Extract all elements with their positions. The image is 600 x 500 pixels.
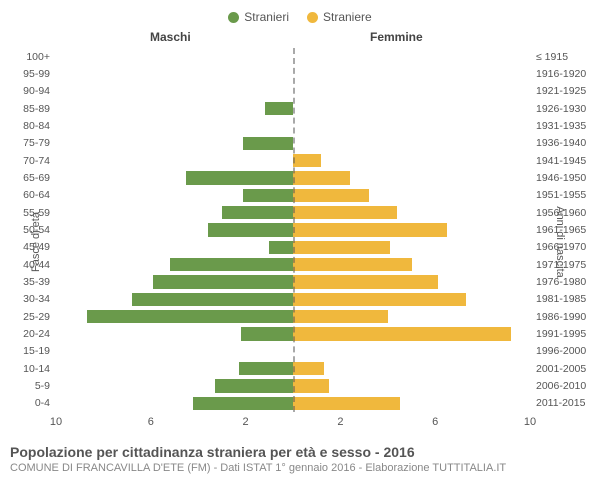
- age-label: 35-39: [0, 276, 56, 288]
- bar-male: [132, 293, 293, 306]
- bar-male: [215, 379, 293, 392]
- bar-male: [186, 171, 293, 184]
- age-label: 40-44: [0, 259, 56, 271]
- age-label: 95-99: [0, 68, 56, 80]
- bar-male: [243, 137, 293, 150]
- bar-female: [293, 171, 350, 184]
- bar-female: [293, 258, 412, 271]
- birth-label: 1951-1955: [530, 189, 600, 201]
- bar-female: [293, 241, 390, 254]
- x-tick: 10: [50, 416, 62, 428]
- age-label: 25-29: [0, 311, 56, 323]
- bar-female: [293, 189, 369, 202]
- age-label: 10-14: [0, 363, 56, 375]
- age-label: 60-64: [0, 189, 56, 201]
- age-label: 100+: [0, 51, 56, 63]
- legend-label-female: Straniere: [323, 10, 372, 24]
- legend: Stranieri Straniere: [0, 10, 600, 24]
- x-tick: 2: [243, 416, 249, 428]
- age-label: 55-59: [0, 207, 56, 219]
- column-headers: Maschi Femmine: [0, 30, 600, 48]
- age-label: 50-54: [0, 224, 56, 236]
- age-label: 20-24: [0, 328, 56, 340]
- age-label: 90-94: [0, 85, 56, 97]
- birth-label: 1986-1990: [530, 311, 600, 323]
- birth-label: 1996-2000: [530, 345, 600, 357]
- birth-label: 2001-2005: [530, 363, 600, 375]
- bar-male: [269, 241, 293, 254]
- birth-label: 2011-2015: [530, 397, 600, 409]
- birth-label: ≤ 1915: [530, 51, 600, 63]
- x-tick: 6: [432, 416, 438, 428]
- bar-female: [293, 379, 329, 392]
- age-label: 70-74: [0, 155, 56, 167]
- bar-female: [293, 293, 466, 306]
- age-label: 15-19: [0, 345, 56, 357]
- swatch-male: [228, 12, 239, 23]
- bar-female: [293, 223, 447, 236]
- birth-label: 1921-1925: [530, 85, 600, 97]
- age-label: 30-34: [0, 293, 56, 305]
- birth-label: 1936-1940: [530, 137, 600, 149]
- birth-label: 1961-1965: [530, 224, 600, 236]
- bar-female: [293, 362, 324, 375]
- bar-female: [293, 154, 321, 167]
- plot-area: 0-42011-20155-92006-201010-142001-200515…: [56, 48, 530, 412]
- legend-label-male: Stranieri: [244, 10, 289, 24]
- x-tick: 10: [524, 416, 536, 428]
- legend-item-male: Stranieri: [228, 10, 289, 24]
- age-label: 5-9: [0, 380, 56, 392]
- birth-label: 1926-1930: [530, 103, 600, 115]
- bar-male: [87, 310, 293, 323]
- x-tick: 2: [337, 416, 343, 428]
- bar-male: [170, 258, 293, 271]
- bar-male: [208, 223, 293, 236]
- bar-male: [239, 362, 294, 375]
- birth-label: 1966-1970: [530, 241, 600, 253]
- bar-female: [293, 397, 400, 410]
- pyramid-chart: Fasce di età Anni di nascita 0-42011-201…: [0, 48, 600, 436]
- legend-item-female: Straniere: [307, 10, 372, 24]
- bar-male: [222, 206, 293, 219]
- x-tick: 6: [148, 416, 154, 428]
- footer: Popolazione per cittadinanza straniera p…: [0, 436, 600, 474]
- birth-label: 1976-1980: [530, 276, 600, 288]
- birth-label: 1991-1995: [530, 328, 600, 340]
- birth-label: 1981-1985: [530, 293, 600, 305]
- birth-label: 1931-1935: [530, 120, 600, 132]
- age-label: 80-84: [0, 120, 56, 132]
- x-axis: 10622610: [56, 412, 530, 436]
- age-label: 75-79: [0, 137, 56, 149]
- bar-male: [241, 327, 293, 340]
- bar-female: [293, 275, 438, 288]
- birth-label: 1916-1920: [530, 68, 600, 80]
- header-male: Maschi: [150, 30, 191, 44]
- bar-female: [293, 327, 511, 340]
- age-label: 0-4: [0, 397, 56, 409]
- birth-label: 1971-1975: [530, 259, 600, 271]
- birth-label: 1956-1960: [530, 207, 600, 219]
- header-female: Femmine: [370, 30, 423, 44]
- bar-male: [265, 102, 293, 115]
- chart-title: Popolazione per cittadinanza straniera p…: [10, 444, 590, 460]
- bar-female: [293, 310, 388, 323]
- centerline: [293, 48, 295, 412]
- bar-male: [153, 275, 293, 288]
- birth-label: 2006-2010: [530, 380, 600, 392]
- birth-label: 1946-1950: [530, 172, 600, 184]
- bar-male: [243, 189, 293, 202]
- age-label: 65-69: [0, 172, 56, 184]
- age-label: 85-89: [0, 103, 56, 115]
- bar-male: [193, 397, 293, 410]
- bar-female: [293, 206, 397, 219]
- swatch-female: [307, 12, 318, 23]
- chart-subtitle: COMUNE DI FRANCAVILLA D'ETE (FM) - Dati …: [10, 462, 590, 474]
- birth-label: 1941-1945: [530, 155, 600, 167]
- age-label: 45-49: [0, 241, 56, 253]
